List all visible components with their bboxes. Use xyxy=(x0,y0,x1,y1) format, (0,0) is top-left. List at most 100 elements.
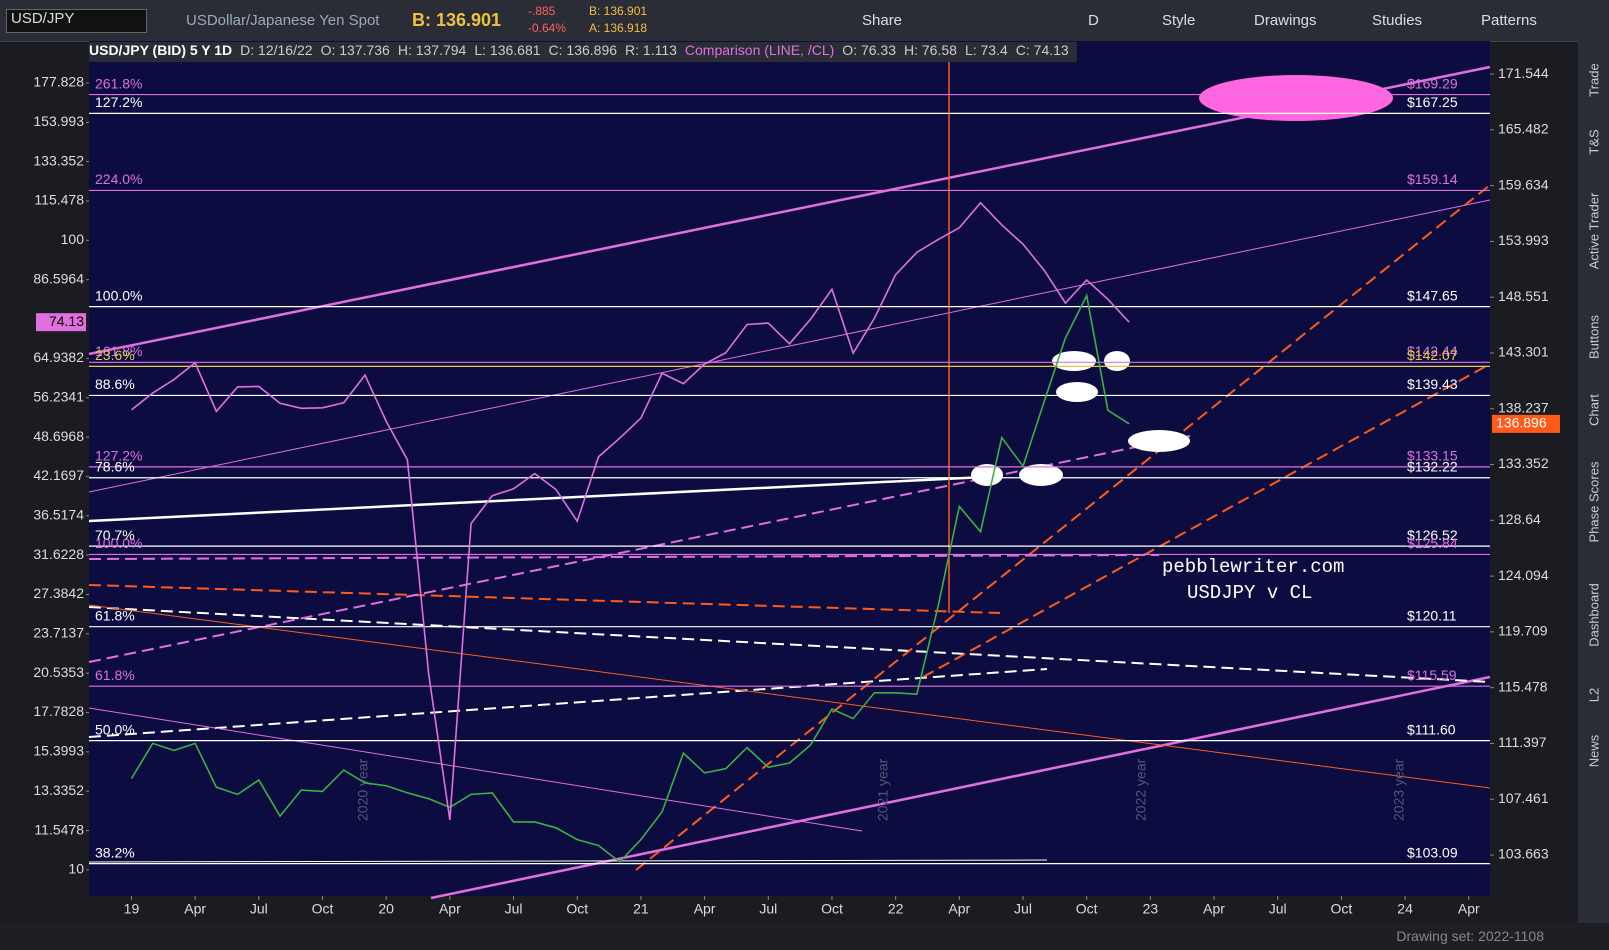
trendline xyxy=(635,184,1491,871)
fib-left-label: 100.0% xyxy=(95,287,142,303)
y2-tick-label: 128.64 xyxy=(1498,511,1541,527)
button[interactable]: Patterns xyxy=(1481,12,1537,29)
highlight xyxy=(1056,382,1098,402)
info-ohlc: C: 136.896 xyxy=(548,42,618,58)
annotation: USDJPY v CL xyxy=(1187,582,1312,604)
y-tick-label: 48.6968 xyxy=(33,428,84,444)
y2-tick-label: 111.397 xyxy=(1498,734,1547,750)
y-tick-label: 115.478 xyxy=(34,192,84,208)
side-tab[interactable]: Active Trader xyxy=(1586,192,1602,270)
fib-left-label: 88.6% xyxy=(95,376,135,392)
x-tick-label: 20 xyxy=(378,901,394,917)
trendline xyxy=(88,435,1191,663)
button[interactable]: Style xyxy=(1162,12,1196,29)
comparison-ohlc: L: 73.4 xyxy=(964,42,1008,58)
price-line xyxy=(130,201,1130,821)
y-tick-label: 23.7137 xyxy=(33,625,84,641)
y-tick-label: 27.3842 xyxy=(33,585,84,601)
y2-tick-label: 165.482 xyxy=(1498,121,1549,137)
symbol[interactable]: USD/JPY xyxy=(6,9,147,33)
fib-left-label: 23.6% xyxy=(95,347,135,363)
fib-right-label: $169.29 xyxy=(1407,75,1458,91)
side-tab[interactable]: Phase Scores xyxy=(1586,461,1602,543)
side-tab[interactable]: L2 xyxy=(1586,687,1602,703)
fib-right-label: $111.60 xyxy=(1407,721,1456,737)
x-tick-label: Jul xyxy=(759,901,777,917)
highlight xyxy=(1052,351,1096,371)
comparison-ohlc: O: 76.33 xyxy=(842,42,896,58)
trendline xyxy=(88,554,1160,560)
footer: Drawing set: 2022-1108 xyxy=(0,923,1609,950)
x-tick-label: 21 xyxy=(633,901,649,917)
x-tick-label: Apr xyxy=(439,901,461,917)
side-tab[interactable]: Trade xyxy=(1586,63,1602,97)
last-price-box xyxy=(1492,414,1560,433)
side-tab[interactable]: Dashboard xyxy=(1586,583,1602,647)
fib-left-label: 61.8% xyxy=(95,667,135,683)
y-tick-label: 133.352 xyxy=(33,152,84,168)
x-tick-label: Apr xyxy=(694,901,716,917)
x-tick-label: Jul xyxy=(250,901,268,917)
chart: pebblewriter.com USDJPY v CL 2020 year 20… xyxy=(33,41,1560,917)
trendline xyxy=(88,584,1001,614)
x-tick-label: 22 xyxy=(888,901,904,917)
y2-tick-label: 143.301 xyxy=(1498,344,1549,360)
y2-tick-label: 107.461 xyxy=(1498,790,1549,806)
interval[interactable]: D xyxy=(1088,12,1099,29)
last-value-label: 74.13 xyxy=(49,313,84,329)
highlight xyxy=(1019,464,1063,486)
fib-right-label: $103.09 xyxy=(1407,844,1458,860)
bid: B: 136.901 xyxy=(412,10,502,30)
fib-right-label: $132.22 xyxy=(1407,458,1458,474)
fib-left-label: 127.2% xyxy=(95,94,142,110)
y2-tick-label: 119.709 xyxy=(1498,623,1548,639)
x-tick-label: Oct xyxy=(1331,901,1353,917)
button[interactable]: Share xyxy=(862,12,903,29)
fib-right-label: $126.52 xyxy=(1407,527,1458,543)
trendline xyxy=(88,668,1048,738)
y2-tick-label: 103.663 xyxy=(1498,846,1549,862)
fib-left-label: 78.6% xyxy=(95,458,135,474)
y2-tick-label: 133.352 xyxy=(1498,455,1549,471)
fib-left-label: 224.0% xyxy=(95,171,142,187)
highlight xyxy=(1199,75,1393,121)
side-tab[interactable]: Buttons xyxy=(1586,314,1602,360)
x-tick-label: 24 xyxy=(1397,901,1413,917)
annotation: pebblewriter.com xyxy=(1162,556,1344,578)
side-tab[interactable]: Chart xyxy=(1586,394,1602,426)
x-tick-label: 23 xyxy=(1143,901,1159,917)
y-tick-label: 31.6228 xyxy=(33,546,84,562)
fib-right-label: $125.84 xyxy=(1407,535,1458,551)
fib-left-label: 261.8% xyxy=(95,75,142,91)
y2-tick-label: 171.544 xyxy=(1498,65,1549,81)
x-tick-label: Apr xyxy=(948,901,970,917)
toolbar: USD/JPY USDollar/Japanese Yen Spot B: 13… xyxy=(0,0,1609,42)
year-mark: 2023 year xyxy=(1391,758,1407,821)
change: -.885 xyxy=(528,4,556,18)
info-bar: USD/JPY (BID) 5 Y 1D D: 12/16/22 O: 137.73… xyxy=(89,42,1077,62)
y2-tick-label: 138.237 xyxy=(1498,399,1549,415)
year-mark: 2021 year xyxy=(875,758,891,821)
button[interactable]: Drawings xyxy=(1254,12,1317,29)
fib-right-label: $120.11 xyxy=(1407,607,1457,623)
fib-right-label: $115.59 xyxy=(1407,667,1457,683)
side-tab[interactable]: T&S xyxy=(1586,129,1602,155)
fib-right-label: $147.65 xyxy=(1407,287,1458,303)
side-tab[interactable]: News xyxy=(1586,734,1602,768)
fib-left-label: 161.8% xyxy=(95,343,142,359)
fib-right-label: $142.44 xyxy=(1407,343,1458,359)
info-ohlc: L: 136.681 xyxy=(474,42,541,58)
y-tick-label: 100 xyxy=(61,231,85,247)
button[interactable]: Studies xyxy=(1372,12,1423,29)
fib-left-label: 127.2% xyxy=(95,448,142,464)
y-tick-label: 13.3352 xyxy=(33,782,84,798)
plot-area xyxy=(89,41,1490,896)
y2-tick-label: 153.993 xyxy=(1498,232,1549,248)
year-mark: 2020 year xyxy=(355,758,371,821)
trendline xyxy=(88,859,1048,863)
fib-left-label: 70.7% xyxy=(95,527,135,543)
y-tick-label: 17.7828 xyxy=(33,703,84,719)
trendline xyxy=(88,475,986,523)
fib-left-label: 61.8% xyxy=(95,607,135,623)
y-tick-label: 20.5353 xyxy=(33,664,84,680)
